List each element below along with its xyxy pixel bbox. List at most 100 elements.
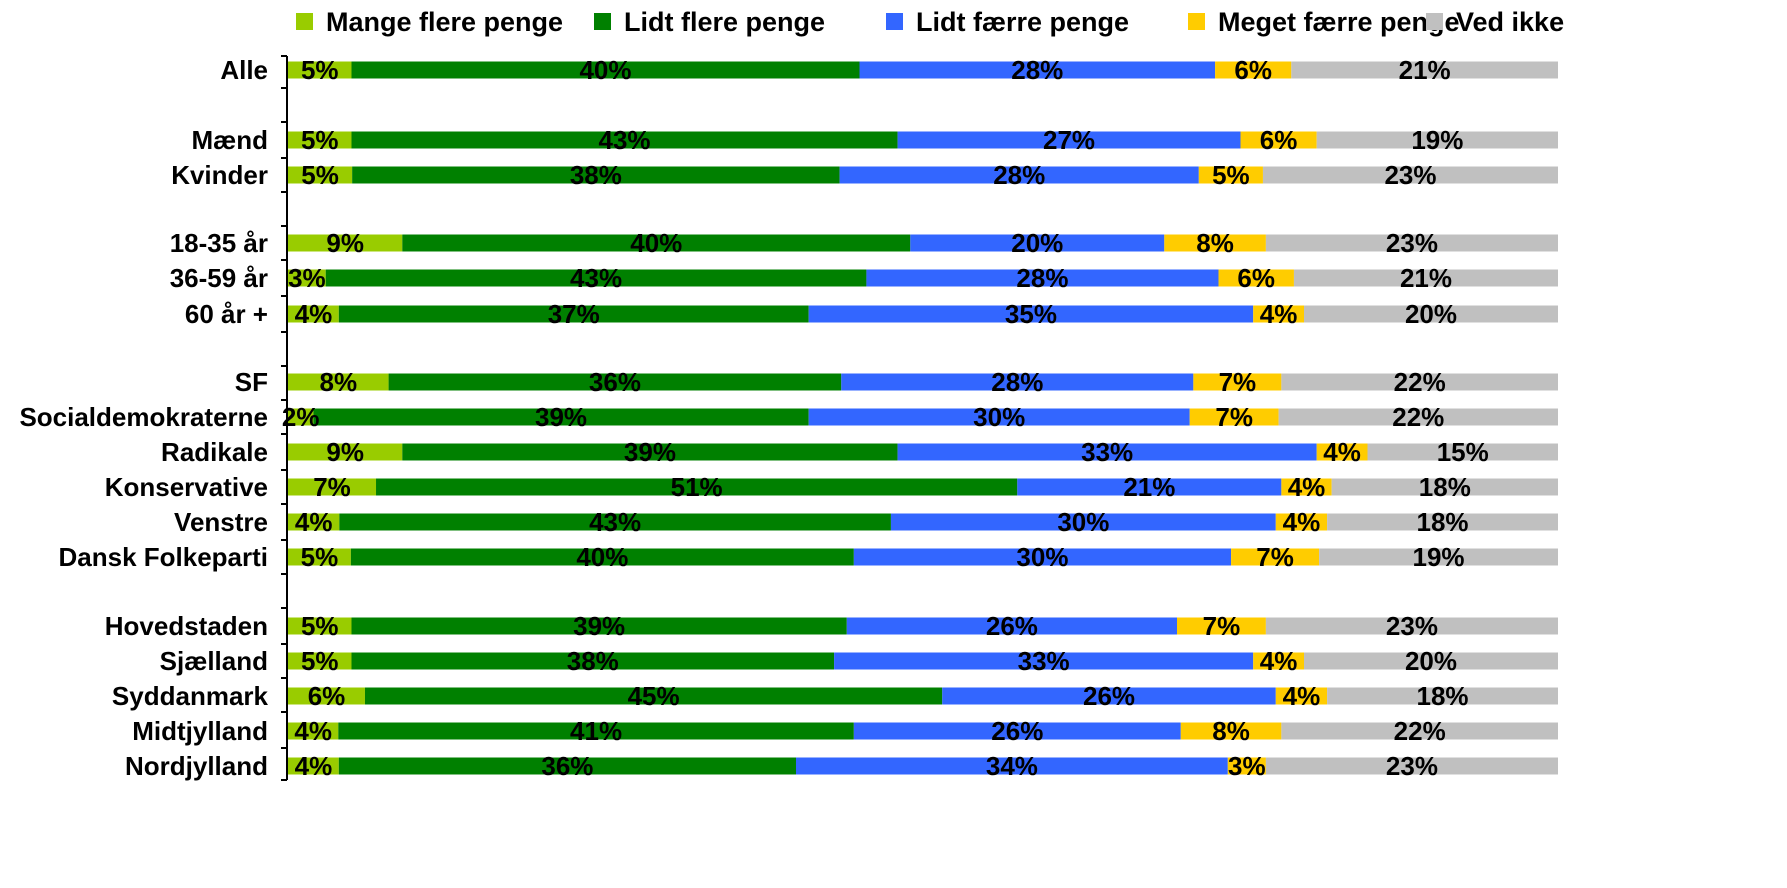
data-label-sjaelland-lidt-faerre-penge: 33% [1018, 646, 1070, 676]
data-label-socialdemokraterne-ved-ikke: 22% [1392, 402, 1444, 432]
legend-label-ved-ikke: Ved ikke [1456, 7, 1564, 37]
bar-segment-nordjylland-ved-ikke [1265, 757, 1558, 775]
data-label-hovedstaden-meget-faerre-penge: 7% [1203, 611, 1241, 641]
bar-segment-hovedstaden-lidt-flere-penge [351, 617, 847, 635]
bar-segment-hovedstaden-lidt-faerre-penge [846, 617, 1177, 635]
data-label-60-aar-lidt-faerre-penge: 35% [1005, 299, 1057, 329]
legend-label-meget-faerre-penge: Meget færre penge [1218, 7, 1460, 37]
bar-segment-dansk-folkeparti-lidt-faerre-penge [853, 548, 1232, 566]
category-label-kvinder: Kvinder [171, 160, 268, 190]
data-label-sjaelland-meget-faerre-penge: 4% [1260, 646, 1298, 676]
data-label-dansk-folkeparti-ved-ikke: 19% [1413, 542, 1465, 572]
bar-segment-alle-meget-faerre-penge [1215, 61, 1292, 79]
bar-segment-alle-ved-ikke [1291, 61, 1558, 79]
bar-segment-radikale-meget-faerre-penge [1316, 443, 1368, 461]
data-label-maend-lidt-faerre-penge: 27% [1043, 125, 1095, 155]
bar-segment-hovedstaden-meget-faerre-penge [1177, 617, 1266, 635]
data-label-sf-lidt-flere-penge: 36% [589, 367, 641, 397]
bar-segment-nordjylland-mange-flere-penge [288, 757, 339, 775]
category-label-alle: Alle [220, 55, 268, 85]
data-label-dansk-folkeparti-mange-flere-penge: 5% [301, 542, 339, 572]
data-label-venstre-mange-flere-penge: 4% [295, 507, 333, 537]
data-label-socialdemokraterne-lidt-faerre-penge: 30% [973, 402, 1025, 432]
data-label-socialdemokraterne-mange-flere-penge: 2% [282, 402, 320, 432]
bar-segment-sf-ved-ikke [1281, 373, 1558, 391]
data-label-60-aar-ved-ikke: 20% [1405, 299, 1457, 329]
bar-segment-konservative-lidt-faerre-penge [1017, 478, 1282, 496]
bar-segment-kvinder-meget-faerre-penge [1198, 166, 1263, 184]
data-label-18-35-aar-mange-flere-penge: 9% [326, 228, 364, 258]
bar-segment-socialdemokraterne-lidt-faerre-penge [808, 408, 1190, 426]
bar-segment-sf-lidt-flere-penge [388, 373, 842, 391]
bar-segment-sjaelland-lidt-faerre-penge [834, 652, 1254, 670]
data-label-kvinder-mange-flere-penge: 5% [301, 160, 339, 190]
bar-segment-alle-lidt-flere-penge [351, 61, 860, 79]
legend-label-lidt-faerre-penge: Lidt færre penge [916, 7, 1129, 37]
bar-segment-venstre-lidt-flere-penge [339, 513, 891, 531]
bar-segment-konservative-lidt-flere-penge [376, 478, 1018, 496]
bar-segment-36-59-aar-lidt-faerre-penge [866, 269, 1219, 287]
category-label-konservative: Konservative [105, 472, 268, 502]
bar-segment-kvinder-mange-flere-penge [288, 166, 353, 184]
data-label-konservative-lidt-flere-penge: 51% [671, 472, 723, 502]
bar-segment-60-aar-mange-flere-penge [288, 305, 339, 323]
bar-segment-kvinder-ved-ikke [1262, 166, 1558, 184]
bar-segment-syddanmark-lidt-flere-penge [364, 687, 943, 705]
bar-segment-hovedstaden-mange-flere-penge [288, 617, 352, 635]
bar-segment-36-59-aar-lidt-flere-penge [325, 269, 867, 287]
bar-segment-syddanmark-ved-ikke [1327, 687, 1558, 705]
category-label-radikale: Radikale [161, 437, 268, 467]
data-label-konservative-lidt-faerre-penge: 21% [1123, 472, 1175, 502]
bar-segment-sjaelland-mange-flere-penge [288, 652, 352, 670]
data-label-kvinder-ved-ikke: 23% [1384, 160, 1436, 190]
data-label-hovedstaden-mange-flere-penge: 5% [301, 611, 339, 641]
data-label-nordjylland-ved-ikke: 23% [1386, 751, 1438, 781]
data-label-venstre-meget-faerre-penge: 4% [1283, 507, 1321, 537]
bar-segment-36-59-aar-ved-ikke [1293, 269, 1558, 287]
bar-segment-midtjylland-mange-flere-penge [288, 722, 339, 740]
bar-segment-radikale-lidt-flere-penge [402, 443, 898, 461]
bar-segment-venstre-mange-flere-penge [288, 513, 340, 531]
data-label-36-59-aar-lidt-flere-penge: 43% [570, 263, 622, 293]
data-label-radikale-ved-ikke: 15% [1437, 437, 1489, 467]
bar-segment-maend-ved-ikke [1316, 131, 1558, 149]
bar-segment-socialdemokraterne-lidt-flere-penge [313, 408, 809, 426]
data-label-venstre-lidt-faerre-penge: 30% [1057, 507, 1109, 537]
legend-swatch-mange-flere-penge [296, 13, 313, 30]
bar-segment-dansk-folkeparti-lidt-flere-penge [350, 548, 854, 566]
data-label-maend-meget-faerre-penge: 6% [1260, 125, 1298, 155]
data-label-36-59-aar-mange-flere-penge: 3% [288, 263, 326, 293]
bar-segment-syddanmark-mange-flere-penge [288, 687, 365, 705]
bar-segment-maend-meget-faerre-penge [1240, 131, 1317, 149]
data-label-syddanmark-meget-faerre-penge: 4% [1283, 681, 1321, 711]
data-label-dansk-folkeparti-lidt-faerre-penge: 30% [1016, 542, 1068, 572]
data-label-sjaelland-lidt-flere-penge: 38% [567, 646, 619, 676]
data-label-hovedstaden-lidt-flere-penge: 39% [573, 611, 625, 641]
bar-segment-radikale-mange-flere-penge [288, 443, 403, 461]
data-label-syddanmark-ved-ikke: 18% [1417, 681, 1469, 711]
data-label-dansk-folkeparti-lidt-flere-penge: 40% [576, 542, 628, 572]
bar-segment-sf-meget-faerre-penge [1193, 373, 1282, 391]
data-label-venstre-ved-ikke: 18% [1417, 507, 1469, 537]
data-label-maend-mange-flere-penge: 5% [301, 125, 339, 155]
data-label-sf-mange-flere-penge: 8% [320, 367, 358, 397]
data-label-radikale-lidt-flere-penge: 39% [624, 437, 676, 467]
bar-segment-midtjylland-meget-faerre-penge [1180, 722, 1282, 740]
legend: Mange flere penge Lidt flere penge Lidt fæ… [296, 7, 1564, 37]
category-label-venstre: Venstre [174, 507, 268, 537]
legend-swatch-lidt-faerre-penge [886, 13, 903, 30]
data-label-36-59-aar-lidt-faerre-penge: 28% [1016, 263, 1068, 293]
data-label-konservative-meget-faerre-penge: 4% [1288, 472, 1326, 502]
bar-segment-konservative-mange-flere-penge [288, 478, 377, 496]
bar-segment-venstre-lidt-faerre-penge [890, 513, 1276, 531]
category-label-60-aar: 60 år + [185, 299, 268, 329]
bar-segment-sjaelland-ved-ikke [1304, 652, 1558, 670]
bar-segment-konservative-ved-ikke [1331, 478, 1558, 496]
legend-swatch-ved-ikke [1426, 13, 1443, 30]
data-label-60-aar-lidt-flere-penge: 37% [548, 299, 600, 329]
bar-segment-36-59-aar-meget-faerre-penge [1218, 269, 1294, 287]
bar-segment-nordjylland-lidt-faerre-penge [796, 757, 1228, 775]
data-label-syddanmark-lidt-flere-penge: 45% [628, 681, 680, 711]
bar-segment-dansk-folkeparti-mange-flere-penge [288, 548, 351, 566]
data-label-alle-meget-faerre-penge: 6% [1234, 55, 1272, 85]
